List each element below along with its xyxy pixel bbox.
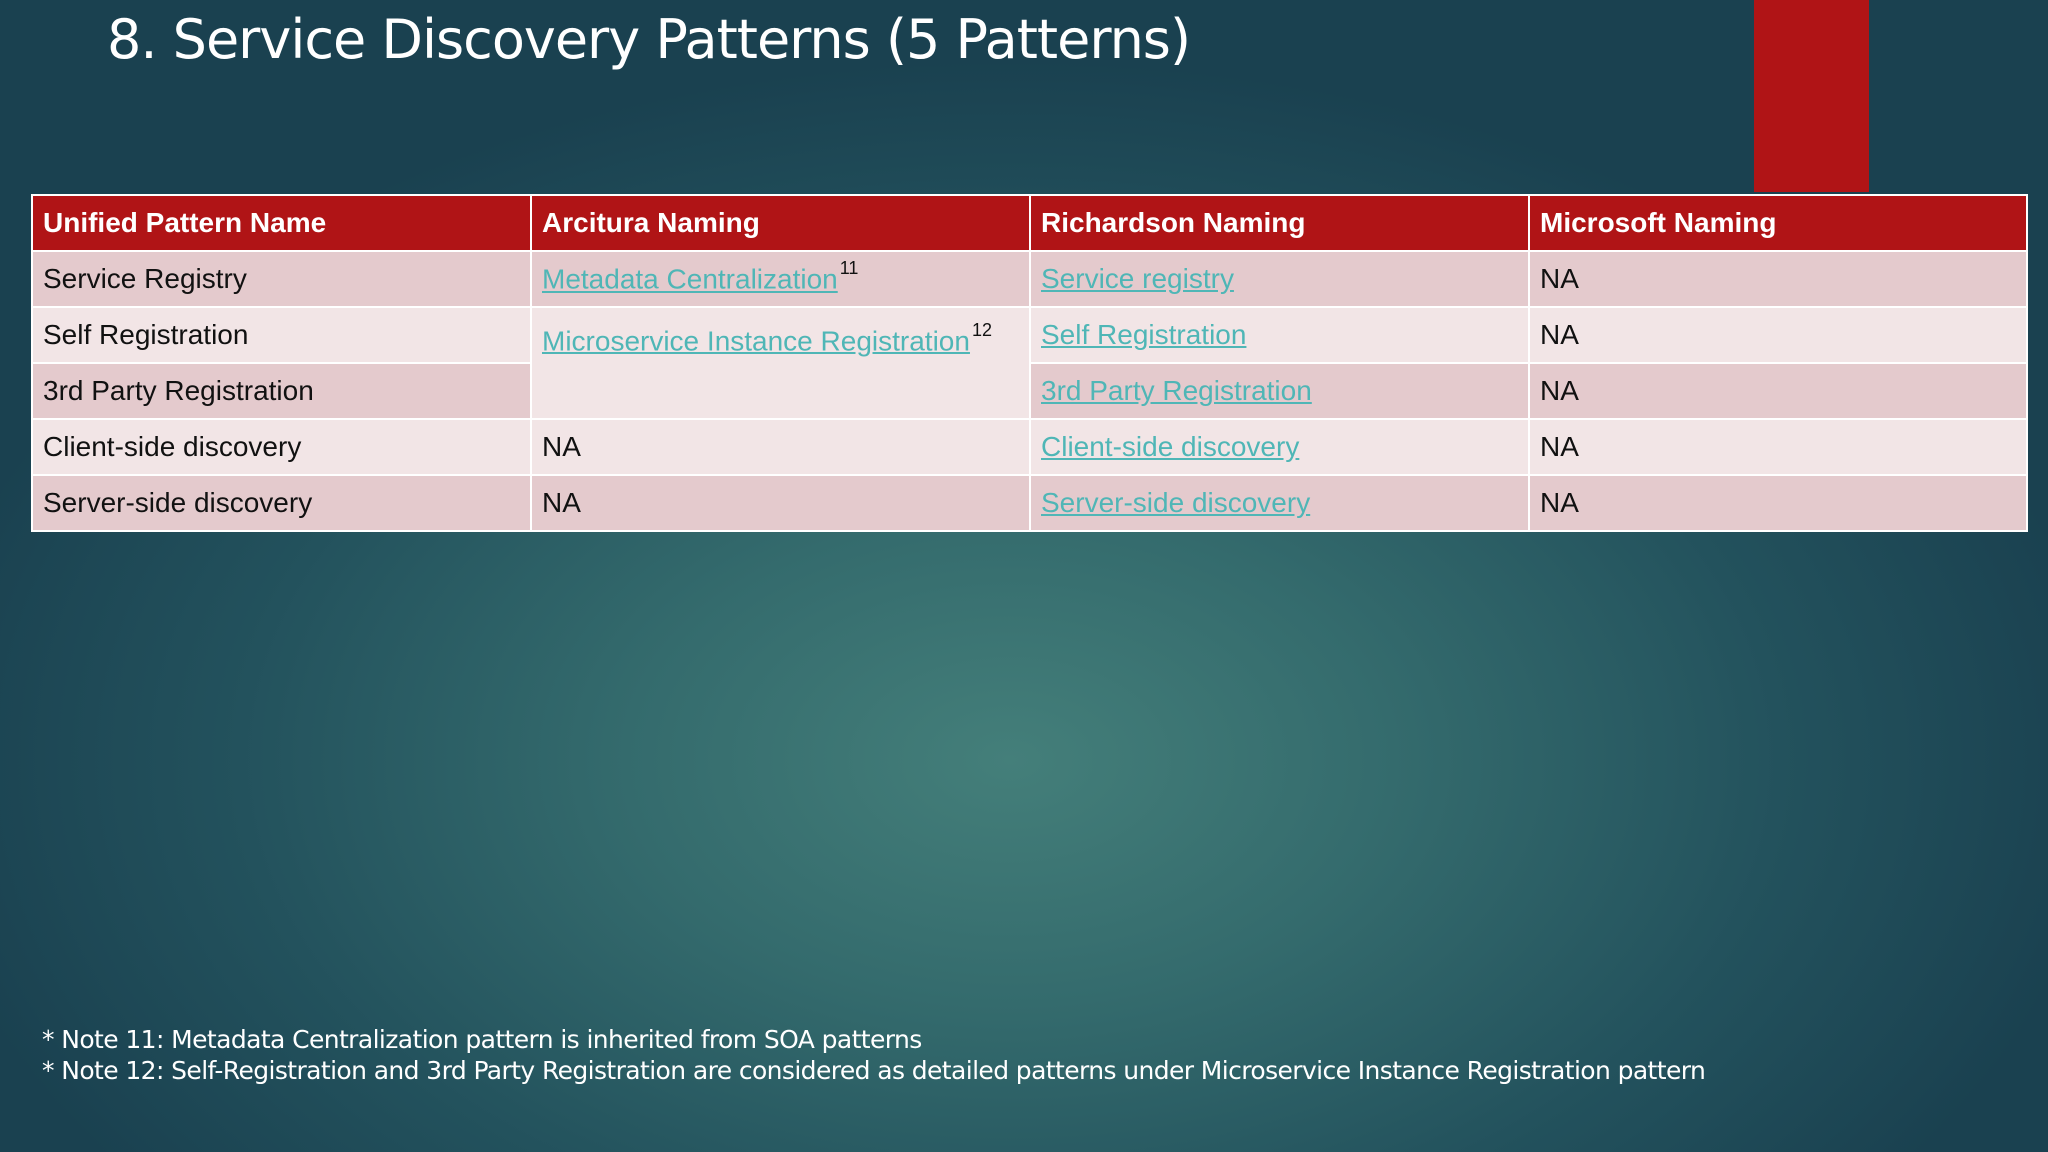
cell-microsoft: NA	[1528, 418, 2028, 476]
accent-tab	[1754, 0, 1869, 192]
arcitura-link-metadata-centralization[interactable]: Metadata Centralization	[542, 263, 838, 295]
cell-microsoft: NA	[1528, 250, 2028, 308]
richardson-link-self-registration[interactable]: Self Registration	[1041, 319, 1247, 350]
richardson-link-3rd-party-registration[interactable]: 3rd Party Registration	[1041, 375, 1312, 406]
richardson-link-server-side-discovery[interactable]: Server-side discovery	[1041, 487, 1311, 518]
header-unified-pattern-name: Unified Pattern Name	[31, 194, 532, 252]
footnotes: * Note 11: Metadata Centralization patte…	[42, 1024, 1706, 1086]
cell-microsoft: NA	[1528, 306, 2028, 364]
table-header-row: Unified Pattern Name Arcitura Naming Ric…	[31, 194, 2028, 252]
footnote-12: * Note 12: Self-Registration and 3rd Par…	[42, 1056, 1706, 1085]
table-row: Self Registration Microservice Instance …	[31, 306, 2028, 420]
patterns-table-container: Unified Pattern Name Arcitura Naming Ric…	[31, 194, 2028, 542]
cell-unified: 3rd Party Registration	[31, 362, 532, 420]
cell-microsoft: NA	[1528, 362, 2028, 420]
cell-unified: Self Registration	[31, 306, 532, 364]
cell-arcitura: Metadata Centralization 11	[530, 250, 1031, 308]
cell-richardson: Service registry	[1029, 250, 1530, 308]
cell-unified: Client-side discovery	[31, 418, 532, 476]
table-row: Client-side discovery NA Client-side dis…	[31, 418, 2028, 476]
footnote-11: * Note 11: Metadata Centralization patte…	[42, 1025, 922, 1054]
footnote-marker: 11	[839, 258, 859, 279]
footnote-marker: 12	[971, 320, 992, 340]
table-row: 3rd Party Registration 3rd Party Registr…	[31, 362, 2028, 420]
richardson-link-service-registry[interactable]: Service registry	[1041, 263, 1234, 294]
table-row: Server-side discovery NA Server-side dis…	[31, 474, 2028, 532]
cell-arcitura-merged: Microservice Instance Registration 12	[530, 306, 1031, 420]
cell-unified: Server-side discovery	[31, 474, 532, 532]
arcitura-link-microservice-instance-registration[interactable]: Microservice Instance Registration	[542, 325, 970, 357]
cell-richardson: Self Registration	[1029, 306, 1530, 364]
header-microsoft-naming: Microsoft Naming	[1528, 194, 2028, 252]
cell-arcitura: NA	[530, 418, 1031, 476]
cell-microsoft: NA	[1528, 474, 2028, 532]
cell-arcitura: NA	[530, 474, 1031, 532]
header-richardson-naming: Richardson Naming	[1029, 194, 1530, 252]
richardson-link-client-side-discovery[interactable]: Client-side discovery	[1041, 431, 1300, 462]
cell-unified: Service Registry	[31, 250, 532, 308]
table-row: Service Registry Metadata Centralization…	[31, 250, 2028, 308]
cell-richardson: Server-side discovery	[1029, 474, 1530, 532]
slide-title: 8. Service Discovery Patterns (5 Pattern…	[107, 8, 1191, 71]
cell-richardson: Client-side discovery	[1029, 418, 1530, 476]
header-arcitura-naming: Arcitura Naming	[530, 194, 1031, 252]
patterns-table: Unified Pattern Name Arcitura Naming Ric…	[31, 194, 2028, 532]
cell-richardson: 3rd Party Registration	[1029, 362, 1530, 420]
